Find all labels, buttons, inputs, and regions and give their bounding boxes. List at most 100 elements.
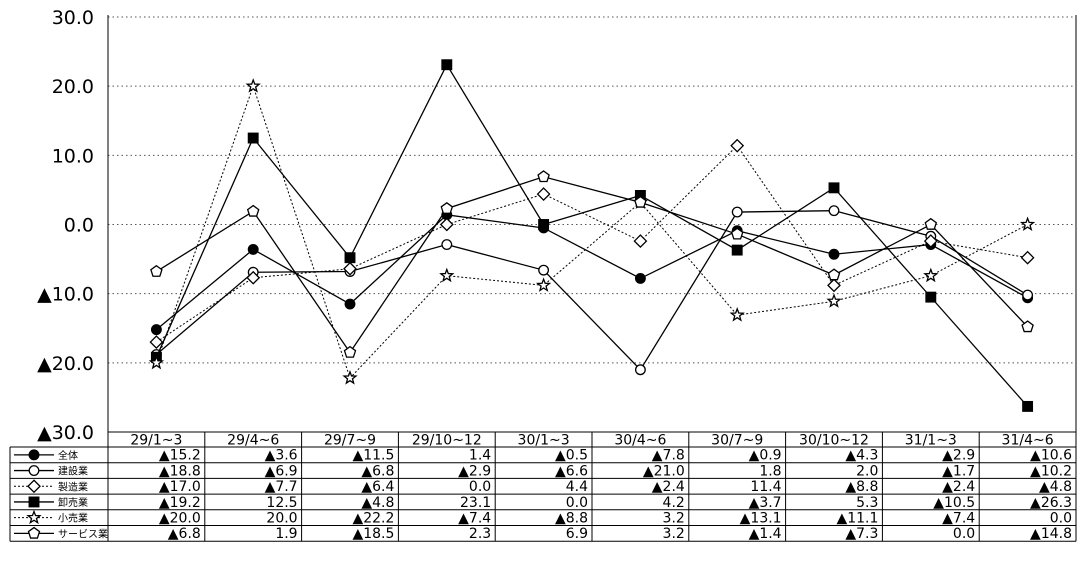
data-point <box>440 201 454 214</box>
data-label: 5.3 <box>856 495 878 511</box>
data-label: 0.0 <box>953 526 975 542</box>
data-label: ▲15.2 <box>159 448 201 464</box>
data-label: ▲8.8 <box>845 479 878 495</box>
y-tick-label: 20.0 <box>52 76 94 98</box>
data-label: ▲4.8 <box>1039 479 1072 495</box>
data-label: 4.4 <box>566 479 588 495</box>
data-label: ▲7.7 <box>265 479 298 495</box>
data-point <box>828 248 840 260</box>
series-サービス業 <box>150 170 1034 358</box>
legend-entry: 小売業 <box>58 512 88 525</box>
table-row: 建設業 ▲18.8 ▲6.9 ▲6.8 ▲2.9 ▲6.6 ▲21.0 1.8 2.0 ▲1.7 ▲… <box>14 463 1072 479</box>
data-label: ▲6.9 <box>265 463 298 479</box>
data-point <box>634 364 646 376</box>
data-point <box>634 195 647 208</box>
data-point <box>246 204 260 217</box>
data-point <box>730 138 745 153</box>
series-line <box>155 210 1028 371</box>
data-point <box>441 59 453 71</box>
legend-marker <box>27 526 41 539</box>
data-label: ▲4.8 <box>361 495 394 511</box>
data-point <box>344 298 356 310</box>
data-label: ▲10.5 <box>933 495 975 511</box>
y-tick-label: ▲20.0 <box>37 353 94 375</box>
data-label: ▲7.4 <box>458 511 491 527</box>
data-point <box>826 293 842 308</box>
data-label: ▲26.3 <box>1030 495 1072 511</box>
legend-entry: 製造業 <box>58 480 88 493</box>
x-tick-label: 31/4~6 <box>1002 433 1054 449</box>
data-point <box>538 219 550 230</box>
data-point <box>149 335 164 350</box>
legend-marker <box>28 465 40 477</box>
data-label: ▲6.8 <box>168 526 201 542</box>
y-axis-tick-labels: 30.0 20.0 10.0 0.0 ▲10.0 ▲20.0 ▲30.0 <box>37 7 94 444</box>
data-label: 20.0 <box>266 511 297 527</box>
data-label: 1.9 <box>275 526 297 542</box>
data-point <box>536 187 551 201</box>
data-point <box>924 217 938 230</box>
data-point <box>245 78 261 93</box>
data-label: ▲3.7 <box>749 495 782 511</box>
data-label: 11.4 <box>750 479 781 495</box>
series-lines <box>148 59 1036 412</box>
y-tick-label: 0.0 <box>64 215 94 237</box>
data-label: ▲3.6 <box>265 448 298 464</box>
data-label: ▲1.4 <box>749 526 782 542</box>
legend-marker <box>27 479 41 494</box>
y-tick-label: ▲30.0 <box>37 422 94 444</box>
data-point <box>439 267 455 283</box>
data-label: ▲2.4 <box>652 479 685 495</box>
data-label: 4.2 <box>663 495 685 511</box>
data-label: ▲11.1 <box>836 511 878 527</box>
data-label: 3.2 <box>663 526 685 542</box>
data-point <box>731 244 743 256</box>
data-point <box>537 170 550 183</box>
data-point <box>247 243 259 255</box>
data-label: ▲2.9 <box>942 448 975 464</box>
legend-marker <box>26 509 42 525</box>
data-label: ▲2.4 <box>942 479 975 495</box>
series-line <box>156 144 1028 343</box>
legend-entry: サービス業 <box>58 527 108 540</box>
data-label: 2.0 <box>856 463 878 479</box>
data-label: 1.4 <box>469 448 491 464</box>
data-point <box>1019 216 1036 232</box>
data-label: ▲7.3 <box>845 526 878 542</box>
data-label: ▲7.4 <box>942 511 975 527</box>
table-row: サービス業 ▲6.8 1.9 ▲18.5 2.3 6.9 3.2 ▲1.4 ▲7.3 0.0 ▲14… <box>14 526 1072 542</box>
data-label: ▲13.1 <box>740 511 782 527</box>
data-point <box>634 273 646 284</box>
data-label: 0.0 <box>469 479 491 495</box>
data-label: ▲0.5 <box>555 448 588 464</box>
data-label: 0.0 <box>566 495 588 511</box>
data-label: 12.5 <box>266 495 297 511</box>
data-label: ▲2.9 <box>458 463 491 479</box>
data-point <box>1022 289 1034 301</box>
data-label: 6.9 <box>566 526 588 542</box>
legend-entry: 卸売業 <box>58 496 88 509</box>
data-label: ▲8.8 <box>555 511 588 527</box>
data-label: ▲10.6 <box>1030 448 1072 464</box>
x-tick-label: 29/10~12 <box>412 433 482 449</box>
data-point <box>827 278 841 293</box>
y-tick-label: ▲10.0 <box>37 284 94 306</box>
legend-entry: 全体 <box>58 449 78 462</box>
series-卸売業 <box>150 59 1034 412</box>
data-label: ▲0.9 <box>749 448 782 464</box>
x-tick-label: 30/10~12 <box>799 433 869 449</box>
data-label: ▲21.0 <box>643 463 685 479</box>
data-label: ▲19.2 <box>159 495 201 511</box>
data-point <box>828 182 840 194</box>
series-小売業 <box>148 78 1036 385</box>
data-label: ▲6.8 <box>361 463 394 479</box>
data-point <box>344 252 356 264</box>
data-label: 2.3 <box>469 526 491 542</box>
data-point <box>439 217 454 232</box>
x-tick-label: 29/4~6 <box>227 433 279 449</box>
data-point <box>731 206 743 218</box>
x-tick-label: 30/4~6 <box>614 433 666 449</box>
x-tick-label: 30/7~9 <box>711 433 763 449</box>
y-tick-label: 10.0 <box>52 145 94 167</box>
y-tick-label: 30.0 <box>52 7 94 29</box>
